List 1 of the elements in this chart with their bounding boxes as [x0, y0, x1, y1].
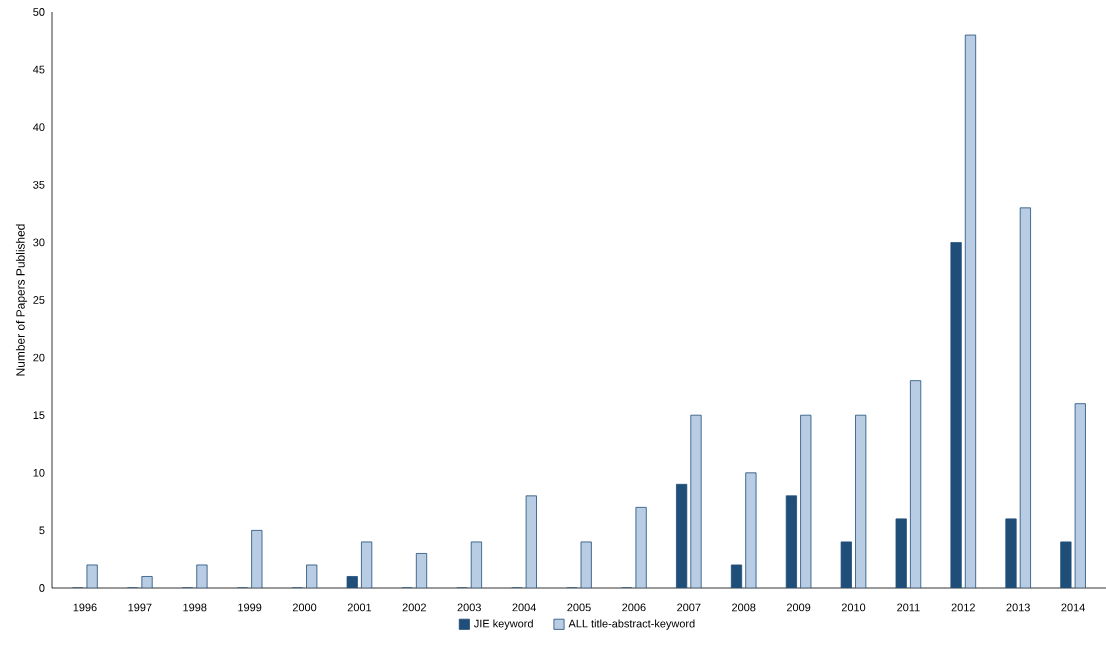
bar	[690, 414, 702, 588]
